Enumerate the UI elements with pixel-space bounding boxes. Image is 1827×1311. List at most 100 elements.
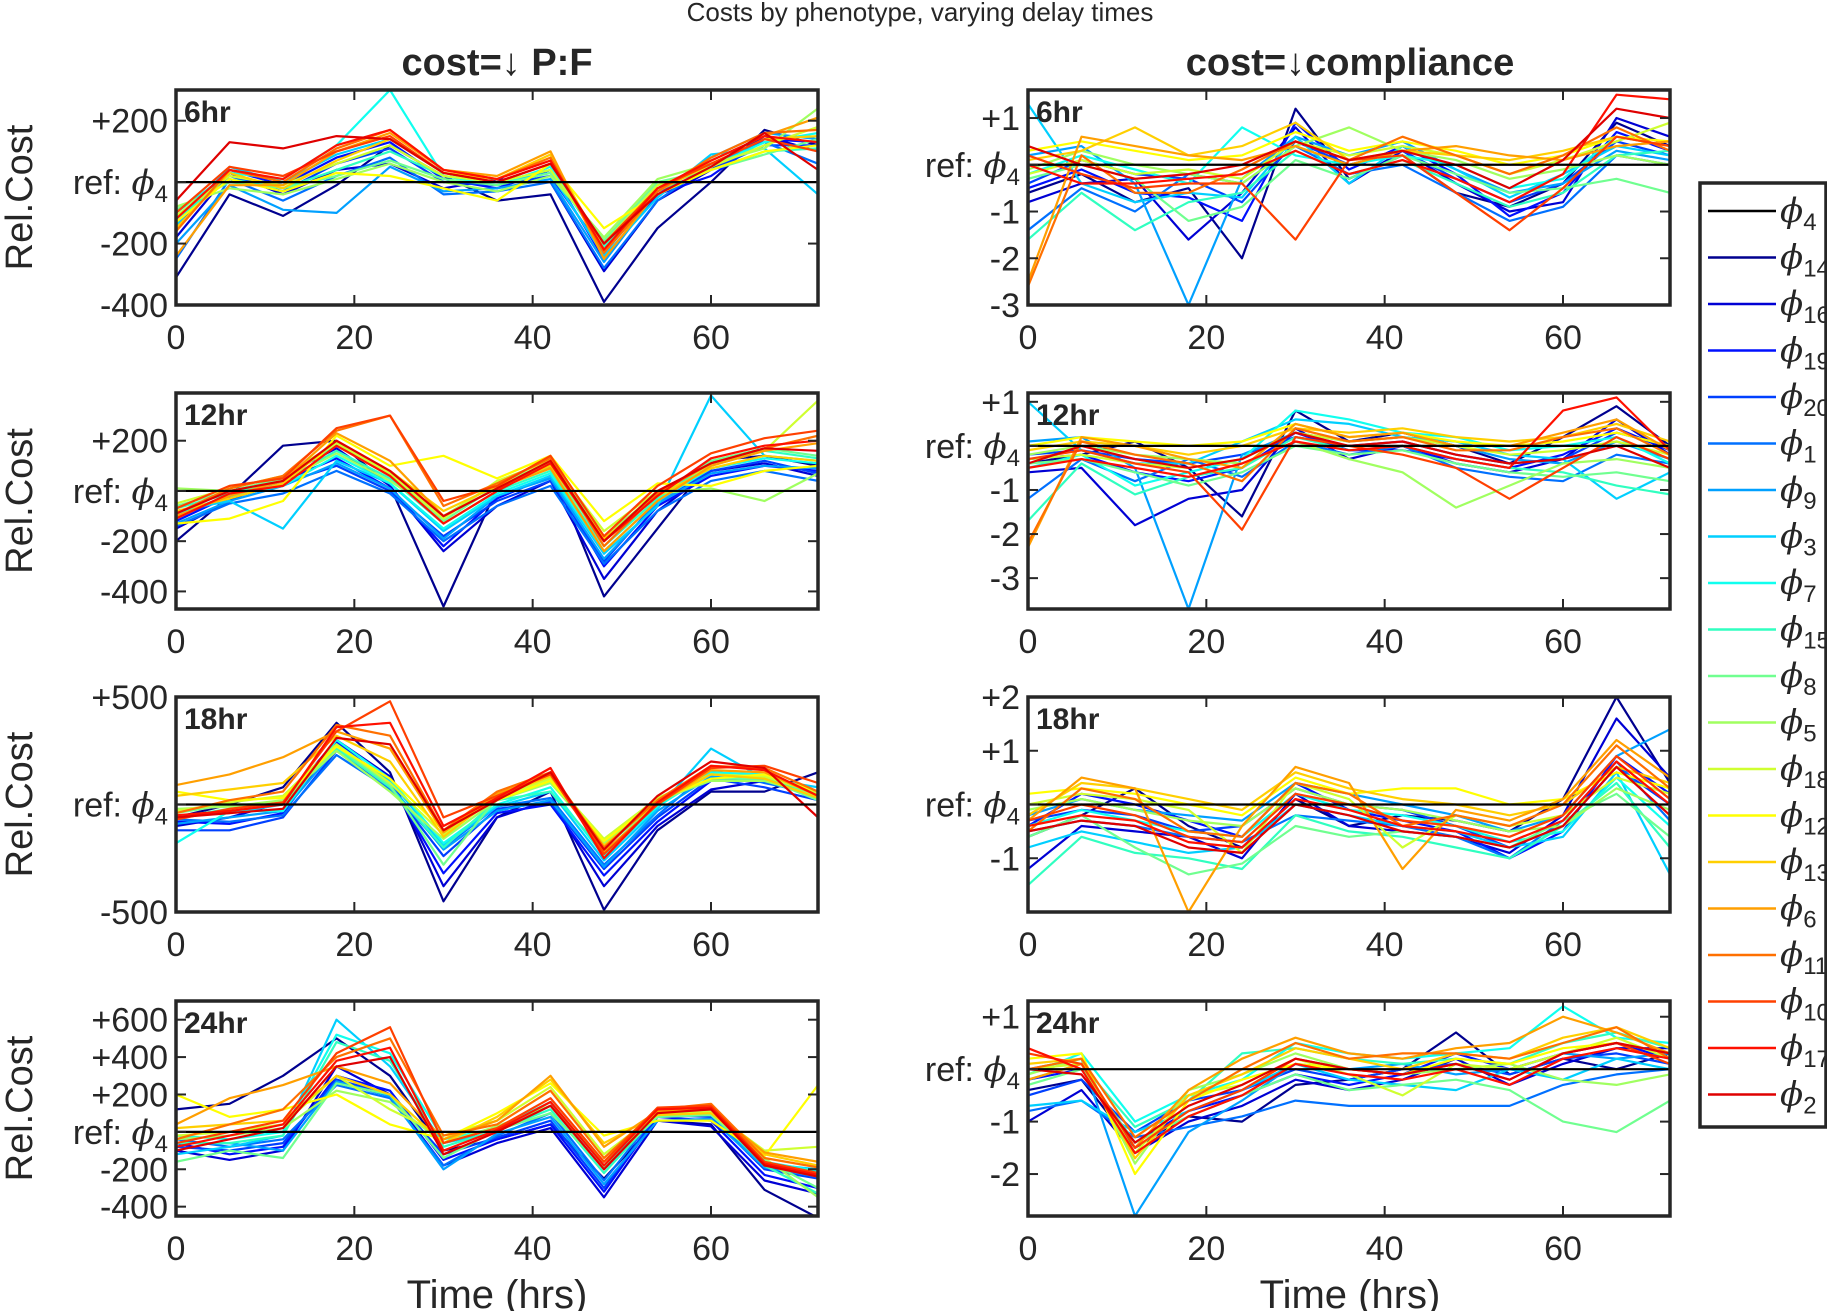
- phi-symbol: ϕ: [1780, 842, 1803, 882]
- phi-subscript: 4: [155, 1131, 168, 1158]
- x-tick-label: 40: [514, 926, 552, 964]
- phi-subscript: 4: [155, 490, 168, 517]
- x-tick-label: 40: [1366, 623, 1404, 661]
- x-tick-label: 60: [692, 623, 730, 661]
- legend-entry-label: ϕ2: [1780, 1075, 1817, 1120]
- y-tick-label: +2: [981, 679, 1020, 717]
- phi-symbol: ϕ: [1780, 191, 1803, 231]
- x-tick-label: 40: [514, 623, 552, 661]
- ref-word: ref:: [73, 1114, 132, 1152]
- series-line: [1028, 93, 1670, 204]
- y-tick-label: -200: [100, 1151, 168, 1189]
- ref-tick-label: ref: ϕ4: [73, 1113, 168, 1158]
- ref-word: ref:: [925, 1051, 984, 1089]
- y-tick-label: +1: [981, 384, 1020, 422]
- x-tick-label: 40: [1366, 319, 1404, 357]
- phi-subscript: 7: [1803, 581, 1816, 608]
- y-tick-label: -400: [100, 287, 168, 325]
- phi-symbol: ϕ: [1780, 796, 1803, 836]
- series-group: [1028, 1005, 1670, 1216]
- series-line: [176, 128, 818, 251]
- series-line: [1028, 760, 1670, 849]
- legend-entry-label: ϕ4: [1780, 191, 1817, 236]
- ref-tick-label: ref: ϕ4: [73, 472, 168, 517]
- phi-symbol: ϕ: [1780, 656, 1803, 696]
- panel-0-2: 0 20 40 60 +500 -500 ref: ϕ4 18hr Rel.Cost: [0, 679, 820, 964]
- panel-label: 12hr: [184, 399, 248, 432]
- y-tick-label: -1: [990, 472, 1020, 510]
- ref-tick-label: ref: ϕ4: [925, 786, 1020, 831]
- x-tick-label: 0: [1019, 1230, 1038, 1268]
- panel-1-1: 0 20 40 60 +1 -1 -2 -3 ref: ϕ4 12hr: [925, 384, 1672, 661]
- phi-symbol: ϕ: [1780, 238, 1803, 278]
- phi-symbol: ϕ: [1780, 889, 1803, 929]
- series-line: [1028, 765, 1670, 855]
- series-line: [1028, 738, 1670, 912]
- legend-entry-label: ϕ13: [1780, 842, 1827, 887]
- phi-subscript: 4: [1007, 804, 1020, 831]
- legend-entry-label: ϕ5: [1780, 703, 1817, 748]
- y-tick-label: +200: [91, 1076, 168, 1114]
- x-tick-label: 60: [1544, 319, 1582, 357]
- ref-tick-label: ref: ϕ4: [73, 163, 168, 208]
- phi-symbol: ϕ: [1780, 470, 1803, 510]
- ref-tick-label: ref: ϕ4: [925, 427, 1020, 472]
- series-line: [176, 439, 818, 543]
- phi-subscript: 3: [1803, 535, 1816, 562]
- phi-symbol: ϕ: [131, 786, 154, 826]
- x-tick-label: 40: [514, 1230, 552, 1268]
- series-line: [176, 469, 818, 565]
- panel-label: 24hr: [1036, 1007, 1100, 1040]
- panel-label: 24hr: [184, 1007, 248, 1040]
- phi-symbol: ϕ: [131, 163, 154, 203]
- phi-subscript: 18: [1803, 767, 1827, 794]
- x-axis-label-left: Time (hrs): [407, 1273, 588, 1311]
- axis-box: [1026, 999, 1672, 1218]
- series-line: [1028, 396, 1670, 478]
- axis-box: [1026, 88, 1672, 307]
- x-tick-label: 60: [692, 319, 730, 357]
- x-tick-label: 60: [1544, 926, 1582, 964]
- series-line: [176, 1078, 818, 1190]
- phi-symbol: ϕ: [1780, 1028, 1803, 1068]
- phi-symbol: ϕ: [983, 427, 1006, 467]
- phi-subscript: 20: [1803, 395, 1827, 422]
- ref-word: ref:: [73, 164, 132, 202]
- y-tick-label: -200: [100, 226, 168, 264]
- series-line: [176, 700, 818, 856]
- legend-entry-label: ϕ16: [1780, 284, 1827, 329]
- x-tick-label: 0: [1019, 319, 1038, 357]
- phi-symbol: ϕ: [1780, 703, 1803, 743]
- phi-subscript: 8: [1803, 674, 1816, 701]
- ref-tick-label: ref: ϕ4: [73, 786, 168, 831]
- y-tick-label: -2: [990, 516, 1020, 554]
- series-group: [176, 394, 818, 608]
- x-tick-label: 40: [1366, 1230, 1404, 1268]
- y-tick-label: -3: [990, 560, 1020, 598]
- x-tick-label: 0: [167, 319, 186, 357]
- series-line: [176, 1026, 818, 1175]
- ref-tick-label: ref: ϕ4: [925, 1050, 1020, 1095]
- series-line: [176, 1046, 818, 1177]
- y-tick-label: +1: [981, 100, 1020, 138]
- phi-symbol: ϕ: [1780, 377, 1803, 417]
- phi-symbol: ϕ: [983, 786, 1006, 826]
- panel-1-0: 0 20 40 60 +1 -1 -2 -3 ref: ϕ4 6hr: [925, 88, 1672, 357]
- ref-word: ref:: [925, 428, 984, 466]
- legend-entry-label: ϕ7: [1780, 563, 1817, 608]
- phi-symbol: ϕ: [1780, 284, 1803, 324]
- legend-box: [1698, 181, 1827, 1129]
- series-line: [1028, 444, 1670, 487]
- phi-subscript: 2: [1803, 1093, 1816, 1120]
- legend-entry-label: ϕ10: [1780, 982, 1827, 1027]
- legend-entry-label: ϕ19: [1780, 331, 1827, 376]
- legend-entry-label: ϕ9: [1780, 470, 1817, 515]
- phi-symbol: ϕ: [131, 472, 154, 512]
- x-tick-label: 20: [1187, 319, 1225, 357]
- series-group: [176, 90, 818, 303]
- series-group: [1028, 93, 1670, 305]
- phi-symbol: ϕ: [1780, 610, 1803, 650]
- y-tick-label: -1: [990, 194, 1020, 232]
- ref-word: ref:: [925, 787, 984, 825]
